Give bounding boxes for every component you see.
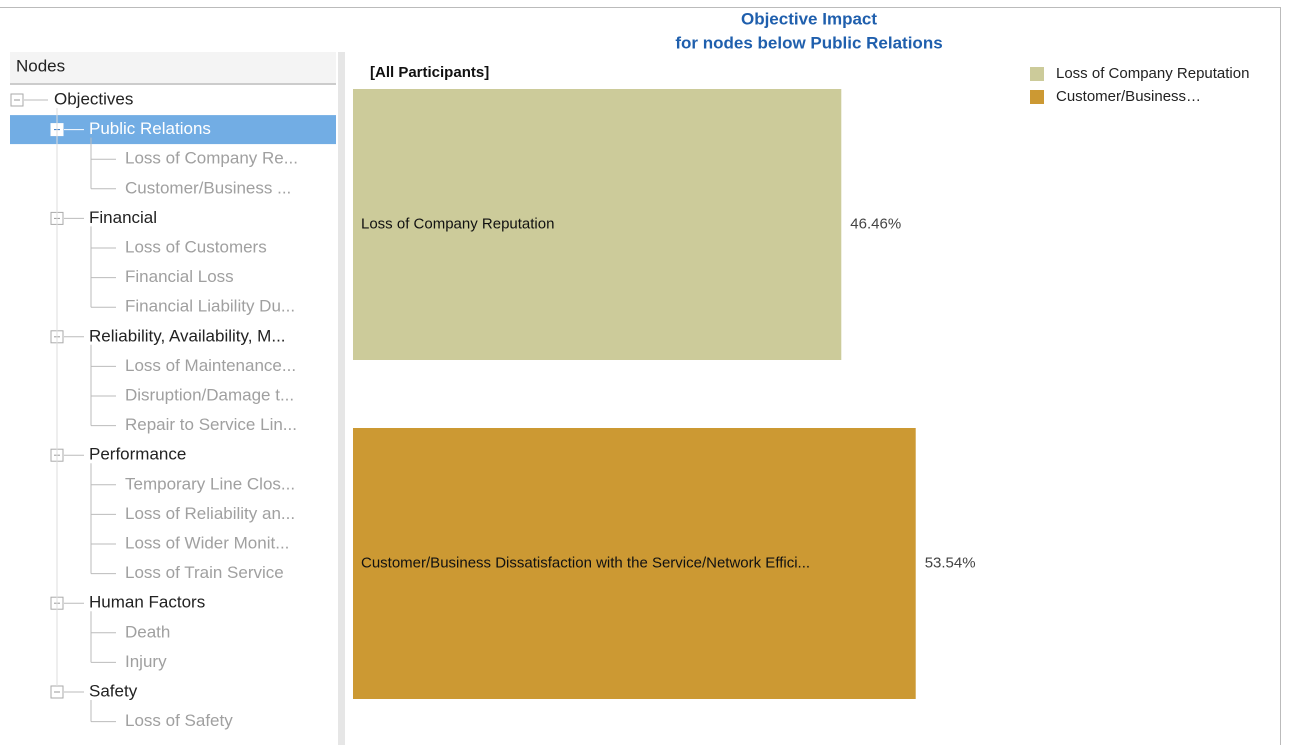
bar-label: Loss of Company Reputation [361, 215, 554, 232]
chart: Loss of Company Reputation 46.46% Customer… [353, 65, 1249, 699]
legend-label[interactable]: Loss of Company Reputation [1056, 65, 1249, 82]
tree-group[interactable]: Human Factors [89, 593, 205, 612]
bar[interactable] [353, 428, 916, 699]
splitter[interactable] [338, 52, 345, 745]
tree-group[interactable]: Safety [89, 681, 138, 700]
tree-leaf[interactable]: Financial Loss [125, 267, 234, 286]
group-label: [All Participants] [370, 64, 489, 81]
tree-leaf[interactable]: Loss of Customers [125, 237, 267, 256]
tree-leaf[interactable]: Loss of Wider Monit... [125, 533, 289, 552]
tree-leaf[interactable]: Temporary Line Clos... [125, 474, 295, 493]
tree-group[interactable]: Financial [89, 208, 157, 227]
tree-leaf[interactable]: Loss of Reliability an... [125, 504, 295, 523]
value-label: 46.46% [850, 215, 901, 232]
value-label: 53.54% [925, 554, 976, 571]
tree-group[interactable]: Performance [89, 445, 186, 464]
legend-swatch [1030, 90, 1044, 104]
tree-leaf[interactable]: Repair to Service Lin... [125, 415, 297, 434]
tree-leaf[interactable]: Loss of Safety [125, 711, 233, 730]
chart-title: Objective Impact [741, 9, 877, 28]
bar[interactable] [353, 89, 842, 360]
legend-label[interactable]: Customer/Business… [1056, 88, 1201, 105]
tree-leaf[interactable]: Loss of Company Re... [125, 149, 298, 168]
tree-group[interactable]: Reliability, Availability, M... [89, 326, 286, 345]
tree-root[interactable]: Objectives [54, 89, 133, 108]
tree-leaf[interactable]: Financial Liability Du... [125, 297, 295, 316]
tree-leaf[interactable]: Loss of Maintenance... [125, 356, 296, 375]
legend-swatch [1030, 67, 1044, 81]
tree-leaf[interactable]: Customer/Business ... [125, 178, 291, 197]
chart-subtitle: for nodes below Public Relations [675, 33, 942, 52]
panel-header: Nodes [16, 56, 65, 75]
tree-leaf[interactable]: Injury [125, 652, 167, 671]
panel-header-bg [10, 52, 336, 84]
tree: Objectives Public Relations Loss of Compan… [10, 89, 336, 730]
tree-leaf[interactable]: Loss of Train Service [125, 563, 284, 582]
bar-label: Customer/Business Dissatisfaction with t… [361, 554, 810, 571]
tree-leaf[interactable]: Death [125, 622, 170, 641]
expander[interactable] [10, 93, 24, 107]
tree-leaf[interactable]: Disruption/Damage t... [125, 385, 294, 404]
tree-group[interactable]: Public Relations [89, 119, 211, 138]
